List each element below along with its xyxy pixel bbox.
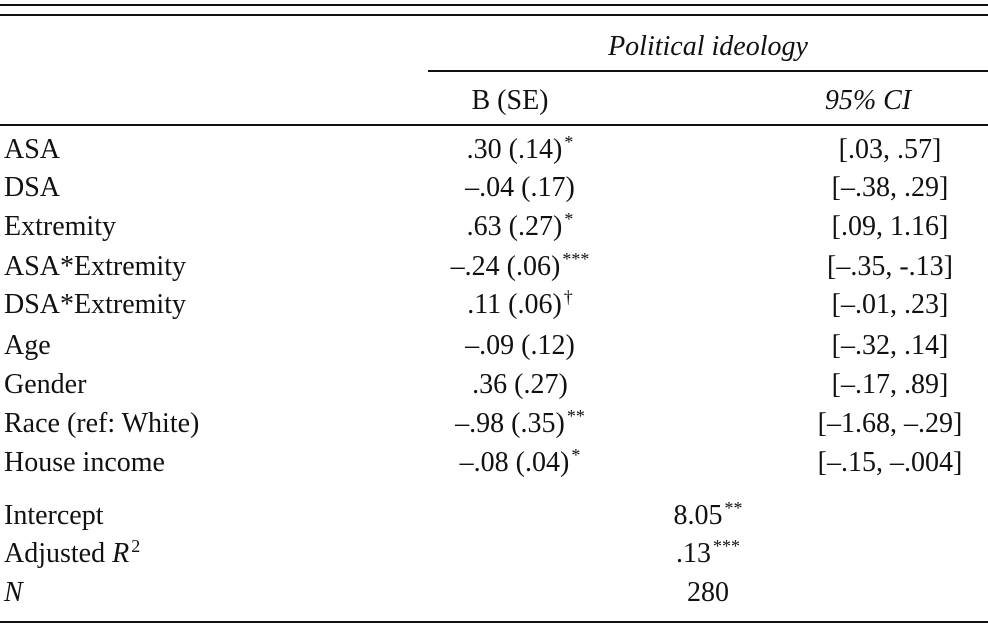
row-label: ASA <box>4 134 61 165</box>
confidence-interval: [–.32, .14] <box>832 329 949 363</box>
rule <box>428 70 988 72</box>
significance: ** <box>724 498 743 518</box>
statistic: .13 *** <box>676 537 740 571</box>
confidence-interval: [–.35, -.13] <box>827 250 953 284</box>
coefficient-value: .30 (.14) <box>466 134 563 165</box>
ci-value: [–1.68, –.29] <box>817 408 963 439</box>
coefficient-value: –.09 (.12) <box>465 330 575 361</box>
significance: *** <box>713 536 740 556</box>
ci-value: [–.15, –.004] <box>817 447 963 478</box>
ci-value: [.09, 1.16] <box>831 211 949 242</box>
coefficient: –.09 (.12) <box>465 329 575 363</box>
label-superscript: 2 <box>131 536 141 556</box>
row-label: Gender <box>4 369 87 400</box>
ci-value: [–.01, .23] <box>831 289 949 320</box>
rule <box>0 621 988 623</box>
coefficient: –.08 (.04) * <box>460 446 581 480</box>
coefficient: –.04 (.17) <box>465 171 575 205</box>
confidence-interval: [–.01, .23] <box>832 288 949 322</box>
row-label: N <box>4 576 23 610</box>
ci-value: [–.17, .89] <box>831 369 949 400</box>
ci-value: [.03, .57] <box>838 134 942 165</box>
ci-value: [–.38, .29] <box>831 172 949 203</box>
confidence-interval: [–.15, –.004] <box>818 446 963 480</box>
row-label: Extremity <box>4 211 116 242</box>
column-header: 95% CI <box>825 84 911 118</box>
group-header: Political ideology <box>608 30 808 64</box>
coefficient-value: –.08 (.04) <box>459 447 570 478</box>
rule <box>0 14 988 16</box>
ci-value: [–.35, -.13] <box>827 251 953 282</box>
rule <box>0 4 988 6</box>
significance: † <box>563 287 573 307</box>
coefficient-value: –.24 (.06) <box>450 251 561 282</box>
coefficient: .63 (.27) * <box>467 210 574 244</box>
row-label: House income <box>4 447 165 478</box>
rule <box>0 124 988 126</box>
label-variable: R <box>112 538 130 569</box>
coefficient: .36 (.27) <box>472 368 568 402</box>
significance: ** <box>566 406 585 426</box>
confidence-interval: [.03, .57] <box>839 133 942 167</box>
statistic-value: .13 <box>676 538 711 569</box>
column-header-text: 95% CI <box>824 85 912 116</box>
row-label: DSA*Extremity <box>4 289 186 320</box>
coefficient-value: .36 (.27) <box>472 369 568 400</box>
coefficient: –.98 (.35) ** <box>455 407 585 441</box>
confidence-interval: [.09, 1.16] <box>832 210 949 244</box>
label-text: Adjusted <box>4 538 113 569</box>
row-label: Intercept <box>4 499 104 533</box>
coefficient-value: .63 (.27) <box>466 211 563 242</box>
coefficient-value: .11 (.06) <box>467 289 562 320</box>
row-label: Age <box>4 330 51 361</box>
confidence-interval: [–.17, .89] <box>832 368 949 402</box>
label-text: Intercept <box>4 500 104 531</box>
coefficient: –.24 (.06) *** <box>451 250 590 284</box>
significance: *** <box>562 249 590 269</box>
statistic: 8.05 ** <box>674 499 743 533</box>
statistic-value: 8.05 <box>673 500 723 531</box>
group-header-text: Political ideology <box>608 31 808 62</box>
confidence-interval: [–.38, .29] <box>832 171 949 205</box>
significance: * <box>564 132 574 152</box>
column-header: B (SE) <box>471 85 549 116</box>
row-label: Race (ref: White) <box>4 408 200 439</box>
coefficient-value: –.98 (.35) <box>455 408 565 439</box>
label-variable: N <box>4 577 23 608</box>
coefficient-value: –.04 (.17) <box>465 172 575 203</box>
significance: * <box>564 209 574 229</box>
statistic-value: 280 <box>687 577 729 608</box>
coefficient: .11 (.06) † <box>467 288 573 322</box>
row-label: ASA*Extremity <box>4 251 186 282</box>
significance: * <box>571 445 581 465</box>
ci-value: [–.32, .14] <box>831 330 949 361</box>
statistic: 280 <box>687 576 729 610</box>
coefficient: .30 (.14) * <box>467 133 574 167</box>
row-label: DSA <box>4 172 61 203</box>
confidence-interval: [–1.68, –.29] <box>818 407 963 441</box>
